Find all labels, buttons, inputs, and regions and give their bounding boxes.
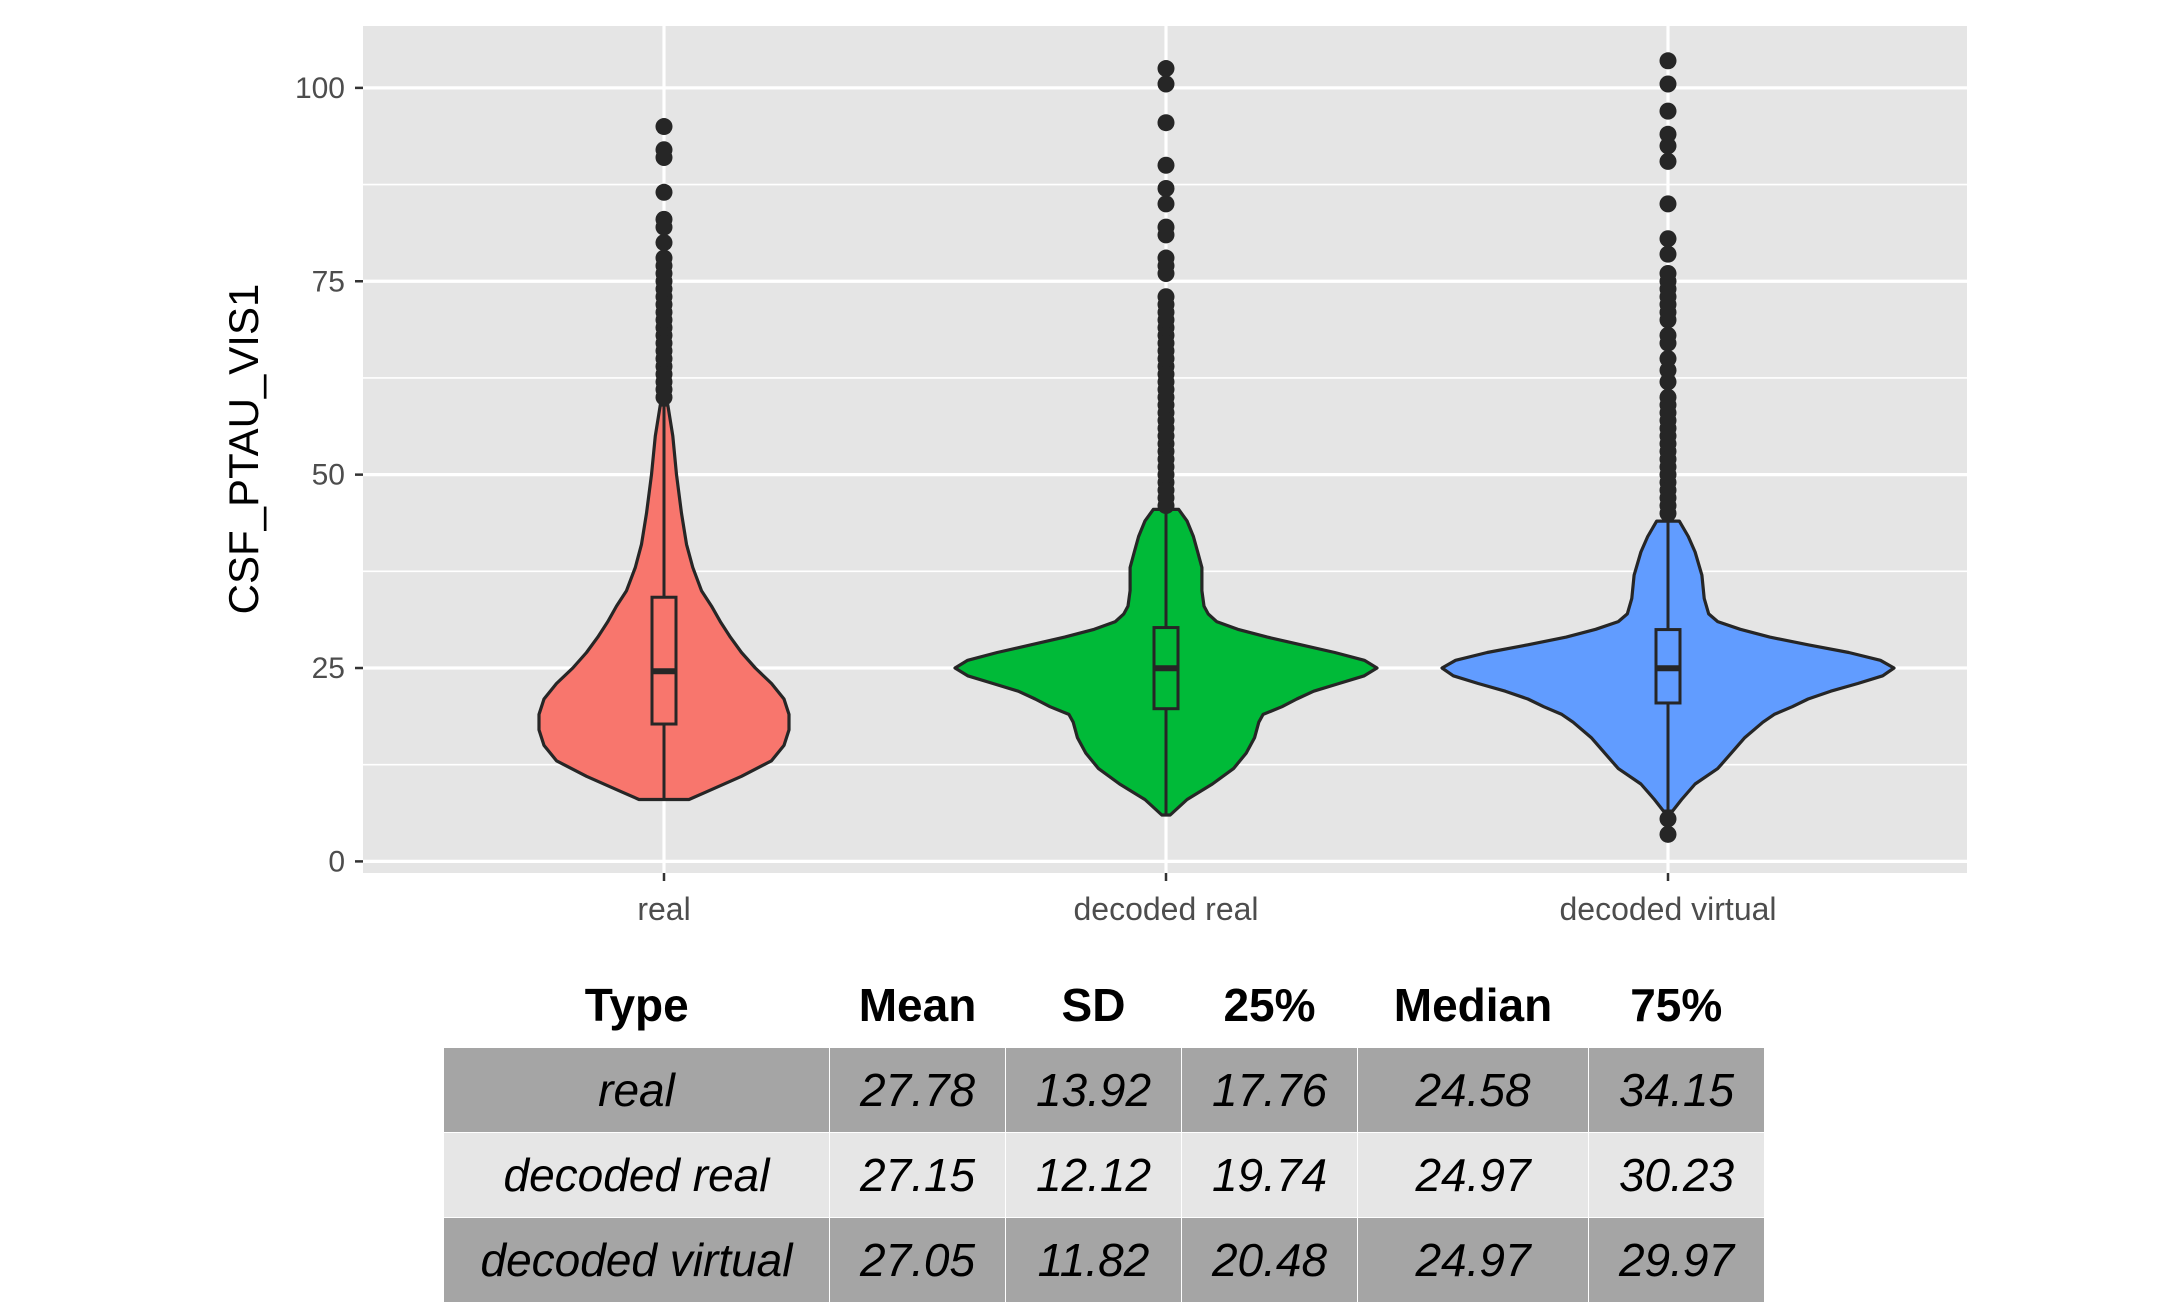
y-tick-label: 100 xyxy=(295,72,345,105)
outlier-point xyxy=(1659,75,1677,93)
outlier-point xyxy=(655,118,673,136)
y-tick-label: 75 xyxy=(312,265,345,298)
outlier-point xyxy=(1157,288,1175,306)
outlier-point xyxy=(1659,125,1677,143)
outlier-point xyxy=(655,183,673,201)
violin-chart: 0 25 50 75 100 real decoded real decoded virtu… xyxy=(220,26,1967,927)
header-type: Type xyxy=(584,979,689,1031)
x-tick-label: real xyxy=(637,891,690,927)
outlier-point xyxy=(1659,810,1677,828)
y-axis: 0 25 50 75 100 xyxy=(295,72,363,878)
summary-stats-table: Type Mean SD 25% Median 75% real 27.78 1… xyxy=(444,962,1764,1303)
cell-median: 24.58 xyxy=(1357,1048,1589,1133)
header-mean: Mean xyxy=(858,979,977,1031)
table-row: decoded real 27.15 12.12 19.74 24.97 30.… xyxy=(444,1132,1764,1218)
box xyxy=(650,595,678,726)
outlier-point xyxy=(1659,195,1677,213)
header-25pct: 25% xyxy=(1223,979,1316,1031)
outlier-point xyxy=(655,249,673,267)
cell-type: real xyxy=(444,1048,830,1133)
table-header-row: Type Mean SD 25% Median 75% xyxy=(444,962,1764,1048)
cell-sd: 12.12 xyxy=(1005,1132,1182,1218)
table-row: decoded virtual 27.05 11.82 20.48 24.97 … xyxy=(444,1217,1764,1303)
violin-group-decoded-virtual xyxy=(1440,52,1896,843)
x-tick-label: decoded virtual xyxy=(1559,891,1776,927)
cell-q3: 29.97 xyxy=(1588,1217,1764,1303)
cell-mean: 27.15 xyxy=(829,1132,1006,1218)
cell-type: decoded virtual xyxy=(444,1217,830,1303)
outlier-point xyxy=(1157,114,1175,132)
outlier-point xyxy=(1157,179,1175,197)
outlier-point xyxy=(1659,230,1677,248)
outlier-point xyxy=(655,210,673,228)
x-axis: real decoded real decoded virtual xyxy=(637,873,1777,927)
violin-group-real xyxy=(537,118,791,802)
outlier-point xyxy=(655,234,673,252)
outlier-point xyxy=(1157,60,1175,78)
header-75pct: 75% xyxy=(1630,979,1723,1031)
y-tick-label: 0 xyxy=(328,845,345,878)
outlier-point xyxy=(1659,388,1677,406)
outlier-point xyxy=(1157,218,1175,236)
header-median: Median xyxy=(1393,979,1553,1031)
violin-layer xyxy=(537,52,1896,843)
header-sd: SD xyxy=(1061,979,1126,1031)
cell-q1: 19.74 xyxy=(1181,1132,1358,1218)
outlier-point xyxy=(1157,75,1175,93)
outlier-point xyxy=(1659,52,1677,70)
outlier-point xyxy=(1659,825,1677,843)
outlier-point xyxy=(655,141,673,159)
cell-mean: 27.05 xyxy=(829,1217,1006,1303)
violin-group-decoded-real xyxy=(953,60,1379,817)
outlier-point xyxy=(1157,156,1175,174)
y-axis-title: CSF_PTAU_VIS1 xyxy=(220,284,267,615)
outlier-point xyxy=(1157,249,1175,267)
table-row: real 27.78 13.92 17.76 24.58 34.15 xyxy=(444,1048,1764,1133)
y-tick-label: 25 xyxy=(312,652,345,685)
cell-mean: 27.78 xyxy=(829,1048,1006,1133)
cell-q1: 17.76 xyxy=(1181,1048,1358,1133)
cell-sd: 11.82 xyxy=(1005,1217,1182,1303)
cell-q3: 30.23 xyxy=(1588,1132,1764,1218)
cell-type: decoded real xyxy=(444,1132,830,1218)
outlier-point xyxy=(1659,152,1677,170)
outlier-point xyxy=(1157,195,1175,213)
outlier-point xyxy=(1659,326,1677,344)
outlier-point xyxy=(1659,245,1677,263)
y-tick-label: 50 xyxy=(312,459,345,492)
outlier-point xyxy=(1659,350,1677,368)
cell-median: 24.97 xyxy=(1357,1132,1589,1218)
outlier-point xyxy=(1659,102,1677,120)
cell-sd: 13.92 xyxy=(1005,1048,1182,1133)
outlier-point xyxy=(1659,265,1677,283)
x-tick-label: decoded real xyxy=(1073,891,1258,927)
cell-median: 24.97 xyxy=(1357,1217,1589,1303)
cell-q1: 20.48 xyxy=(1181,1217,1358,1303)
cell-q3: 34.15 xyxy=(1588,1048,1764,1133)
